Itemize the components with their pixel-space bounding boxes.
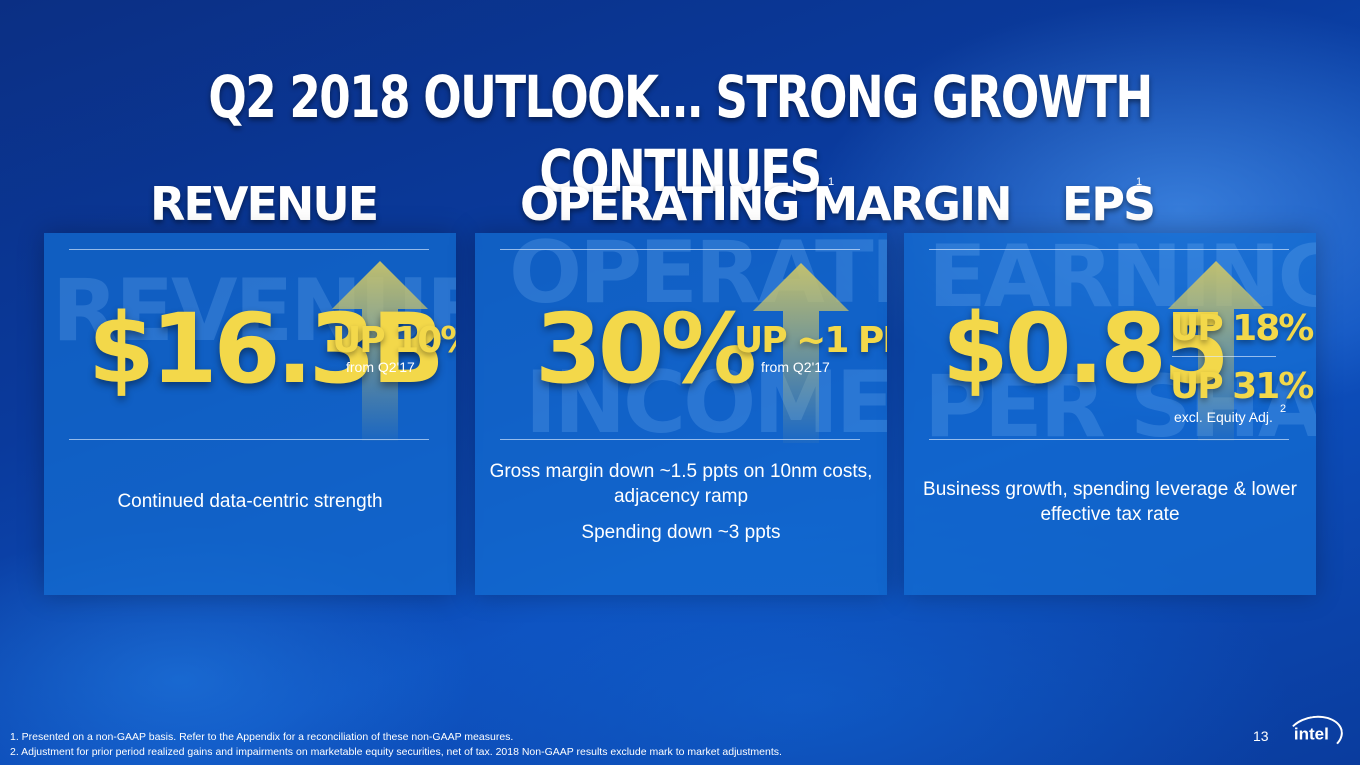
up-arrow-icon [332, 261, 428, 441]
eps-footnote-ref: 1 [1136, 176, 1143, 188]
divider [929, 439, 1289, 440]
spending-description: Spending down ~3 ppts [581, 522, 781, 543]
intel-logo: intel [1284, 712, 1346, 758]
divider [1172, 356, 1276, 357]
operating-margin-change: UP ~1 PPT [734, 320, 887, 361]
intel-logo-text: intel [1293, 724, 1329, 744]
eps-change: UP 18% [1170, 308, 1314, 349]
income-ghost-text: INCOME [525, 353, 887, 453]
divider [500, 249, 860, 250]
eps-description: Business growth, spending leverage & low… [923, 479, 1297, 525]
eps-comparison-basis: excl. Equity Adj. [1174, 409, 1273, 425]
eps-heading: EPS [1061, 177, 1156, 231]
divider [500, 439, 860, 440]
operating-margin-footnote-ref: 1 [828, 176, 835, 188]
footnote-1: 1. Presented on a non-GAAP basis. Refer … [10, 731, 514, 743]
eps-panel: EARNINGS PER SHARE $0.85 UP 18% UP 31% e… [904, 233, 1316, 595]
per-share-ghost-text: PER SHARE [924, 357, 1316, 457]
page-number: 13 [1253, 728, 1269, 744]
operating-margin-comparison-basis: from Q2'17 [761, 359, 830, 375]
operating-margin-heading: OPERATING MARGIN [520, 177, 1013, 231]
divider [69, 439, 429, 440]
revenue-heading: REVENUE [150, 177, 379, 231]
divider [929, 249, 1289, 250]
slide-title: Q2 2018 OUTLOOK… STRONG GROWTH CONTINUES [208, 63, 1153, 205]
revenue-description: Continued data-centric strength [117, 491, 383, 512]
up-arrow-icon [753, 263, 849, 443]
divider [69, 249, 429, 250]
revenue-panel: REVENUE $16.3B UP 10% from Q2'17 Continu… [44, 233, 456, 595]
gross-margin-description: Gross margin down ~1.5 ppts on 10nm cost… [489, 461, 873, 507]
eps-value: $0.85 [942, 293, 1230, 405]
eps-change-excl-equity: UP 31% [1170, 366, 1314, 407]
revenue-comparison-basis: from Q2'17 [346, 359, 415, 375]
operating-margin-value: 30% [535, 293, 757, 405]
revenue-change: UP 10% [332, 320, 456, 361]
footnote-2: 2. Adjustment for prior period realized … [10, 746, 782, 758]
eps-footnote-ref-2: 2 [1280, 403, 1287, 415]
up-arrow-icon [1168, 261, 1264, 441]
revenue-value: $16.3B [88, 293, 445, 405]
operating-margin-panel: OPERATING INCOME 30% UP ~1 PPT from Q2'1… [475, 233, 887, 595]
